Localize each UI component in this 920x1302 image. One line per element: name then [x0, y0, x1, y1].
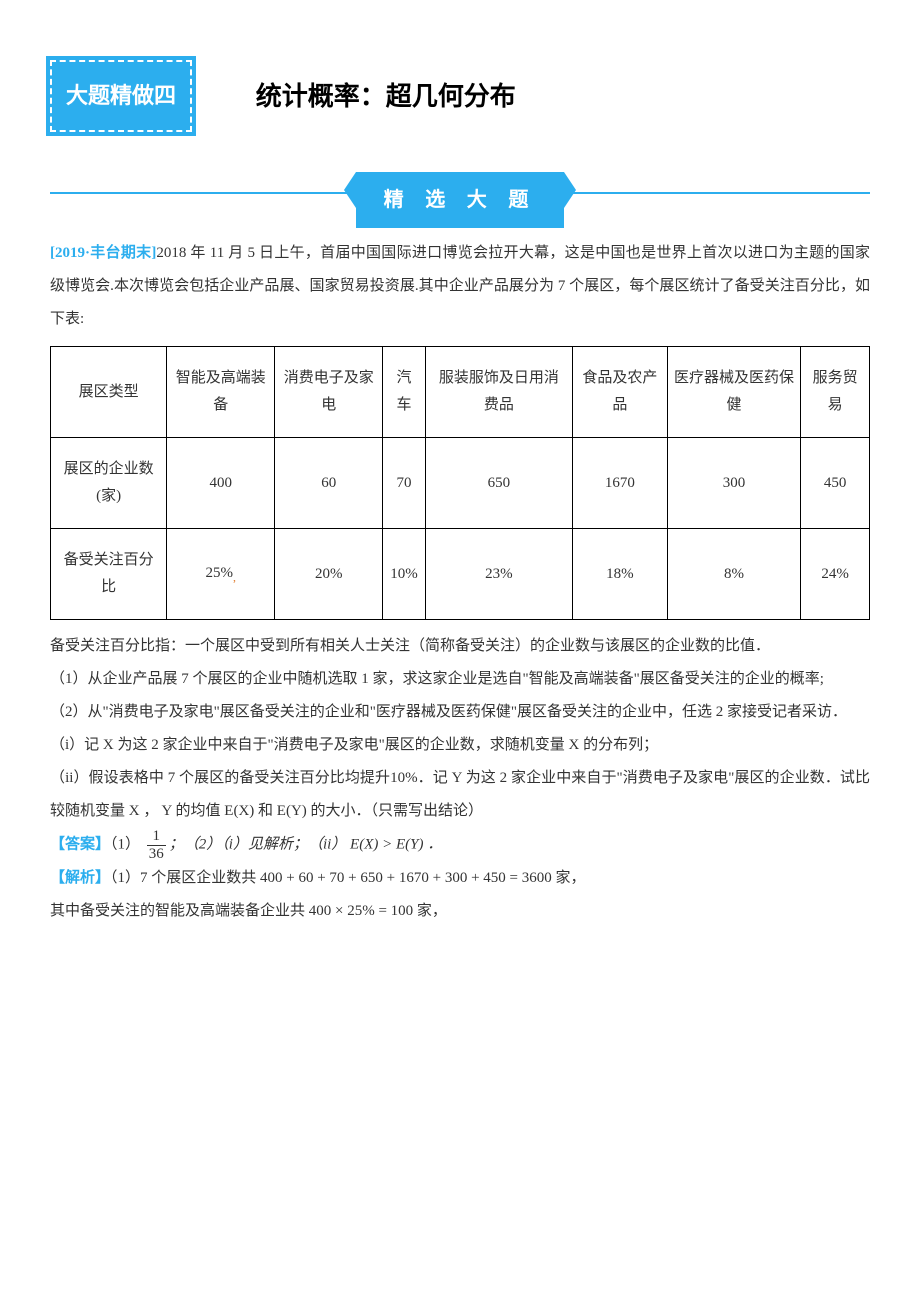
table-cell: 60 — [275, 438, 383, 529]
page-title: 统计概率：超几何分布 — [256, 68, 516, 125]
series-badge: 大题精做四 — [50, 60, 192, 132]
col-header: 消费电子及家电 — [275, 347, 383, 438]
source-tag: [2019·丰台期末] — [50, 245, 156, 261]
table-cell: 24% — [801, 529, 870, 620]
table-row: 展区的企业数(家) 400 60 70 650 1670 300 450 — [51, 438, 870, 529]
analysis-label: 【解析】 — [50, 870, 110, 886]
table-cell: 20% — [275, 529, 383, 620]
table-cell: 70 — [383, 438, 426, 529]
col-header: 智能及高端装备 — [167, 347, 275, 438]
question-2-ii: （ii）假设表格中 7 个展区的备受关注百分比均提升10%．记 Y 为这 2 家… — [50, 762, 870, 828]
question-2-intro: （2）从"消费电子及家电"展区备受关注的企业和"医疗器械及医药保健"展区备受关注… — [50, 696, 870, 729]
table-cell: 18% — [572, 529, 667, 620]
section-label: 精 选 大 题 — [356, 172, 565, 228]
exhibition-table: 展区类型 智能及高端装备 消费电子及家电 汽车 服装服饰及日用消费品 食品及农产… — [50, 346, 870, 620]
intro-paragraph: [2019·丰台期末]2018 年 11 月 5 日上午，首届中国国际进口博览会… — [50, 237, 870, 336]
section-divider: 精 选 大 题 — [50, 172, 870, 212]
table-cell: 400 — [167, 438, 275, 529]
answer-label: 【答案】 — [50, 837, 110, 853]
note-paragraph: 备受关注百分比指：一个展区中受到所有相关人士关注（简称备受关注）的企业数与该展区… — [50, 630, 870, 663]
table-cell: 10% — [383, 529, 426, 620]
col-header: 汽车 — [383, 347, 426, 438]
accent-mark: , — [233, 570, 236, 584]
table-row: 备受关注百分比 25%, 20% 10% 23% 18% 8% 24% — [51, 529, 870, 620]
col-header: 服装服饰及日用消费品 — [425, 347, 572, 438]
answer-rest: ；（2）（i）见解析；（ii） E(X) > E(Y) ． — [169, 837, 442, 853]
analysis-line-1: 【解析】（1）7 个展区企业数共 400 + 60 + 70 + 650 + 1… — [50, 862, 870, 895]
table-cell: 450 — [801, 438, 870, 529]
answer-line: 【答案】（1） 1 36 ；（2）（i）见解析；（ii） E(X) > E(Y)… — [50, 828, 870, 862]
page-header: 大题精做四 统计概率：超几何分布 — [50, 60, 870, 132]
question-2-i: （i）记 X 为这 2 家企业中来自于"消费电子及家电"展区的企业数，求随机变量… — [50, 729, 870, 762]
table-cell: 650 — [425, 438, 572, 529]
table-header-row: 展区类型 智能及高端装备 消费电子及家电 汽车 服装服饰及日用消费品 食品及农产… — [51, 347, 870, 438]
table-cell: 1670 — [572, 438, 667, 529]
row-label: 展区的企业数(家) — [51, 438, 167, 529]
col-header: 食品及农产品 — [572, 347, 667, 438]
col-header: 医疗器械及医药保健 — [667, 347, 800, 438]
answer-part1-prefix: （1） — [110, 837, 140, 853]
table-cell: 23% — [425, 529, 572, 620]
row-label: 备受关注百分比 — [51, 529, 167, 620]
fraction-numerator: 1 — [147, 828, 166, 846]
fraction: 1 36 — [147, 828, 166, 862]
col-header: 服务贸易 — [801, 347, 870, 438]
table-cell: 8% — [667, 529, 800, 620]
table-cell: 25%, — [167, 529, 275, 620]
fraction-denominator: 36 — [147, 846, 166, 863]
analysis-text-1: （1）7 个展区企业数共 400 + 60 + 70 + 650 + 1670 … — [110, 870, 585, 886]
intro-text: 2018 年 11 月 5 日上午，首届中国国际进口博览会拉开大幕，这是中国也是… — [50, 245, 870, 327]
col-header: 展区类型 — [51, 347, 167, 438]
table-cell: 300 — [667, 438, 800, 529]
question-1: （1）从企业产品展 7 个展区的企业中随机选取 1 家，求这家企业是选自"智能及… — [50, 663, 870, 696]
analysis-line-2: 其中备受关注的智能及高端装备企业共 400 × 25% = 100 家， — [50, 895, 870, 928]
